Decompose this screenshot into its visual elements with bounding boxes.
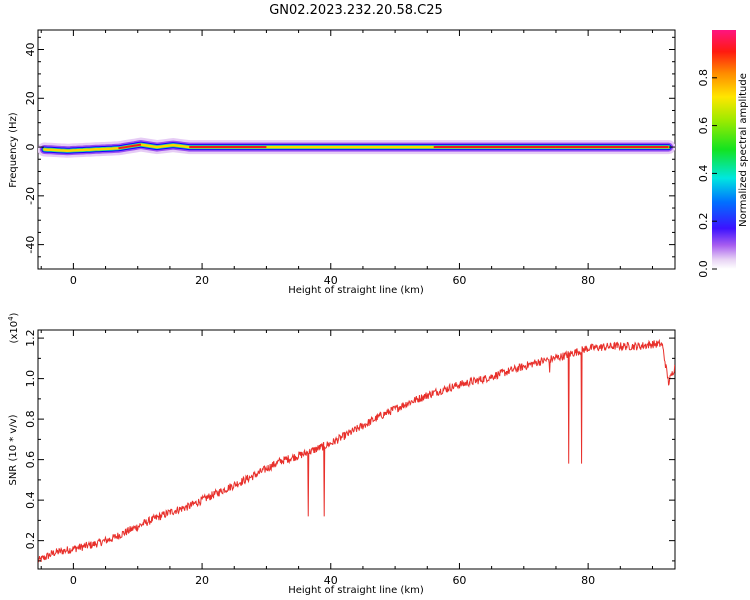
x-tick-label: 20 [195, 274, 209, 287]
y-tick-label: 0 [24, 144, 37, 151]
chart-title: GN02.2023.232.20.58.C25 [269, 3, 443, 18]
y-tick-label: 1.0 [24, 370, 37, 388]
spectrogram-x-axis-label: Height of straight line (km) [288, 285, 424, 296]
snr-plot-area [37, 329, 676, 570]
snr-y-axis-label: SNR (10 * v/v) [8, 414, 19, 485]
x-tick-label: 60 [452, 274, 466, 287]
snr-scale-exponent: 4 [7, 316, 15, 321]
y-tick-label: -40 [24, 236, 37, 254]
spectrogram-y-axis-label: Frequency (Hz) [8, 112, 19, 188]
y-tick-label: 0.6 [24, 451, 37, 469]
snr-x-axis-label: Height of straight line (km) [288, 585, 424, 596]
y-tick-label: 0.4 [24, 491, 37, 509]
x-tick-label: 60 [452, 574, 466, 587]
x-tick-label: 80 [581, 574, 595, 587]
y-tick-label: 0.8 [24, 410, 37, 428]
colorbar-tick-label: 0.2 [697, 212, 710, 230]
x-tick-label: 40 [324, 574, 338, 587]
colorbar-label: Normalized spectral amplitude [738, 73, 749, 227]
colorbar-tick-label: 0.8 [697, 69, 710, 87]
ridge-peak-segment [118, 143, 142, 150]
x-tick-label: 40 [324, 274, 338, 287]
snr-y-ticks: 0.2 0.4 0.6 0.8 1.0 1.2 [24, 329, 675, 562]
spectrogram-y-ticks: 40 20 0 -20 -40 [24, 36, 675, 270]
y-tick-label: 0.2 [24, 532, 37, 550]
snr-scale-close: ) [9, 312, 20, 316]
snr-scale-note: (x104) [7, 312, 20, 343]
colorbar-ticks: 0.0 0.2 0.4 0.6 0.8 [697, 69, 717, 278]
snr-line [38, 338, 675, 563]
spectrogram-panel: 0 20 40 60 80 40 20 0 -20 -40 Height of straight… [8, 29, 676, 296]
x-tick-label: 20 [195, 574, 209, 587]
y-tick-label: 40 [24, 43, 37, 57]
colorbar-tick-label: 0.0 [697, 260, 710, 278]
snr-scale-prefix: (x10 [9, 321, 20, 344]
colorbar: 0.0 0.2 0.4 0.6 0.8 Normalized spectral ampl… [697, 30, 749, 278]
y-tick-label: 20 [24, 91, 37, 105]
snr-panel: 0 20 40 60 80 0.2 0.4 0.6 0.8 1.0 1.2 Height of s… [7, 312, 676, 596]
spectral-ridge [38, 137, 675, 158]
colorbar-tick-label: 0.4 [697, 165, 710, 183]
spectrogram-x-ticks: 0 20 40 60 80 [40, 30, 653, 287]
x-tick-label: 0 [70, 574, 77, 587]
snr-series [38, 338, 675, 563]
colorbar-tick-label: 0.6 [697, 117, 710, 135]
x-tick-label: 0 [70, 274, 77, 287]
x-tick-label: 80 [581, 274, 595, 287]
snr-x-ticks: 0 20 40 60 80 [40, 330, 653, 587]
colorbar-gradient [712, 30, 736, 269]
y-tick-label: -20 [24, 187, 37, 205]
y-tick-label: 1.2 [24, 329, 37, 347]
